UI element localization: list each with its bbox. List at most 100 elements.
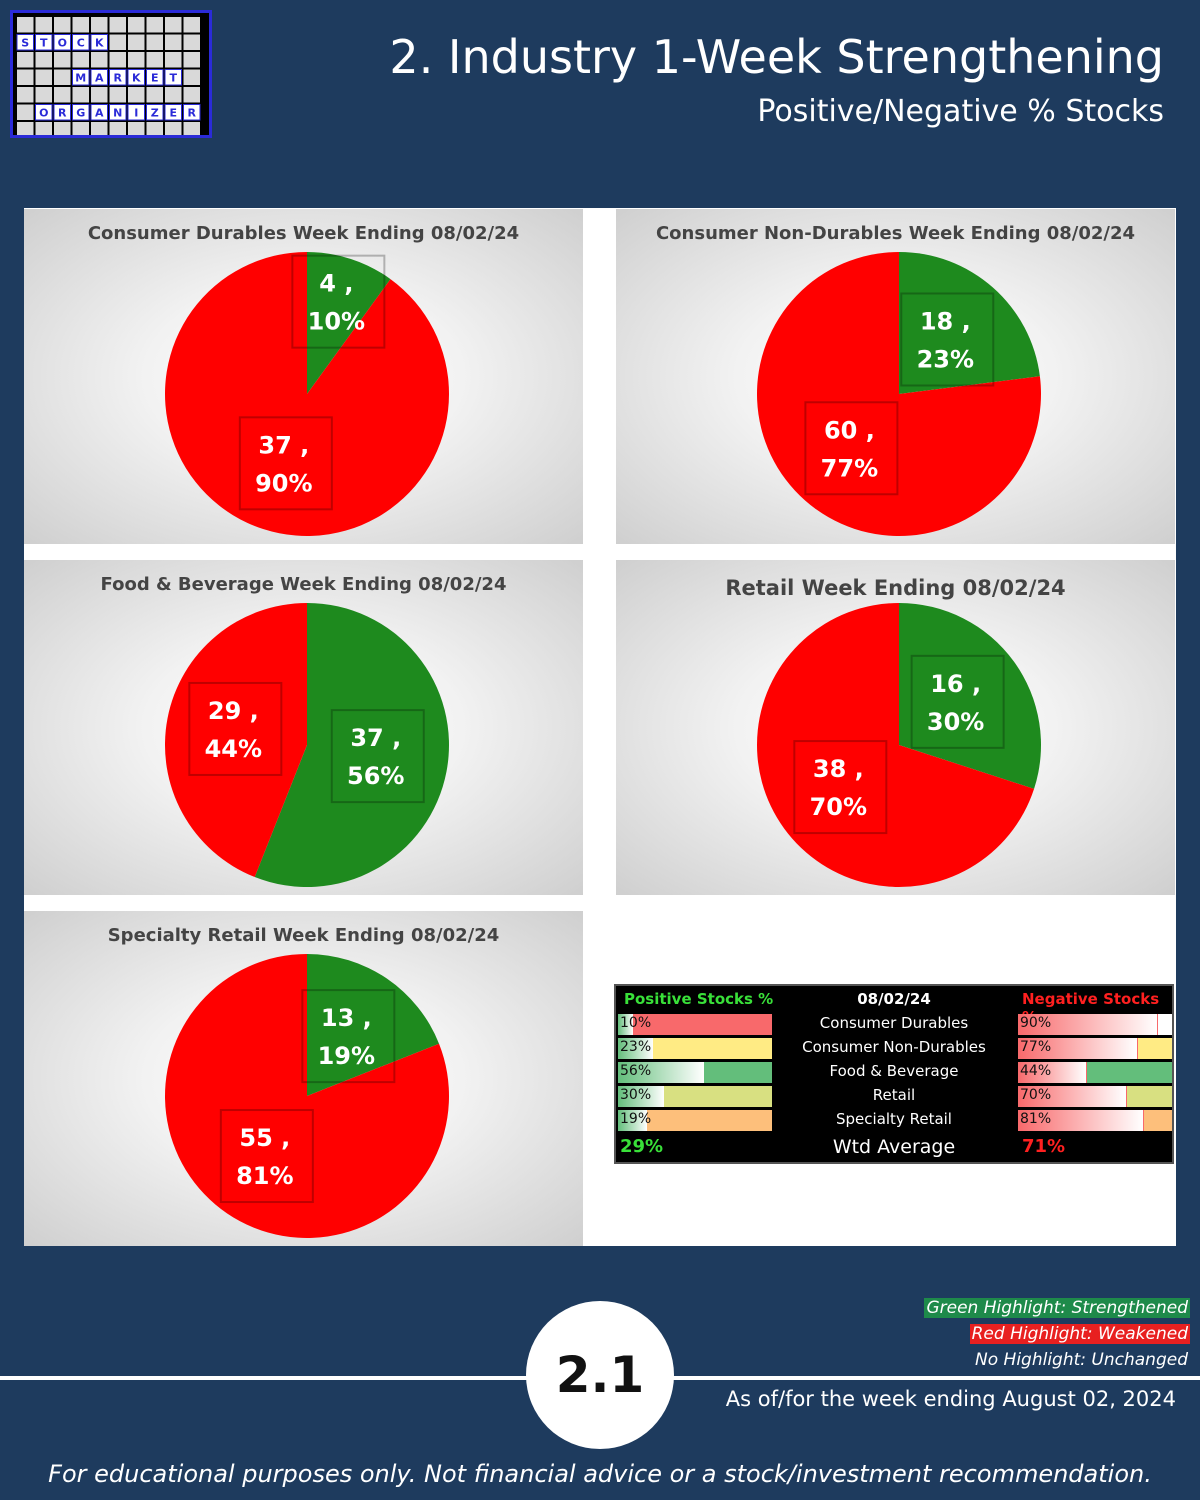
logo-cell: [109, 52, 126, 68]
pie-label-positive-count: 13 ,: [321, 1004, 372, 1032]
negative-value: 77%: [1020, 1039, 1052, 1055]
page-title: 2. Industry 1-Week Strengthening: [389, 30, 1164, 84]
chart-title: Consumer Durables Week Ending 08/02/24: [87, 223, 520, 244]
logo-cell: [35, 122, 52, 135]
negative-value: 70%: [1020, 1087, 1052, 1103]
logo-letter-cell: [127, 104, 145, 121]
logo-cell: [183, 122, 200, 135]
logo-letter: G: [76, 107, 85, 120]
table-row: 19% Specialty Retail 81%: [616, 1109, 1172, 1131]
logo-letter-cell: [90, 69, 108, 86]
logo-cell: [35, 87, 52, 103]
logo-letter-cell: [90, 104, 108, 121]
pie-label-positive-box: [910, 654, 1005, 749]
logo-cell: [109, 87, 126, 103]
logo-cell: [35, 69, 52, 85]
pie-slice-negative: [756, 603, 1035, 887]
logo-letter-cell: [72, 104, 90, 121]
positive-cell: [618, 1038, 772, 1059]
pie-label-negative-count: 29 ,: [208, 697, 259, 725]
logo-cell: [128, 87, 145, 103]
logo-letter: T: [169, 72, 177, 85]
pie-label-negative-count: 37 ,: [258, 431, 309, 459]
pie-slice-negative: [757, 252, 1041, 536]
weighted-average-row: 29% Wtd Average 71%: [616, 1136, 1172, 1162]
logo-letter-cell: [109, 69, 127, 86]
logo-cell: [128, 34, 145, 50]
pie-slice-positive: [899, 603, 1041, 789]
logo-letter: T: [40, 37, 48, 50]
chart-title: Retail Week Ending 08/02/24: [725, 576, 1066, 600]
logo-letter: A: [95, 107, 104, 120]
logo-cell: [91, 17, 108, 33]
logo-letter: R: [188, 107, 197, 120]
positive-bar: [618, 1014, 634, 1035]
table-row: 23% Consumer Non-Durables 77%: [616, 1037, 1172, 1059]
pie-chart-consumer-non-durables: Consumer Non-Durables Week Ending 08/02/…: [616, 209, 1175, 544]
pie-label-negative-pct: 77%: [821, 454, 878, 482]
chart-title: Consumer Non-Durables Week Ending 08/02/…: [655, 223, 1136, 244]
negative-bar: [1018, 1038, 1138, 1059]
negative-value: 44%: [1020, 1063, 1052, 1079]
pie-label-negative-box: [188, 681, 283, 776]
industry-name: Consumer Durables: [819, 1014, 969, 1032]
logo-letter: Z: [151, 107, 159, 120]
logo-cell: [17, 52, 34, 68]
logo-cell: [54, 122, 71, 135]
logo-cell: [72, 122, 89, 135]
positive-bar: [618, 1086, 665, 1107]
negative-value: 81%: [1020, 1111, 1052, 1127]
logo-cell: [165, 17, 182, 33]
pie-chart-retail: Retail Week Ending 08/02/24 16 , 30% 38 , 7…: [616, 560, 1175, 895]
logo-letter-cell: [90, 34, 108, 51]
negative-cell: [1018, 1014, 1172, 1035]
pie-chart-specialty-retail: Specialty Retail Week Ending 08/02/24 13…: [24, 911, 583, 1246]
logo-cell: [91, 122, 108, 135]
pie-slice-positive: [254, 603, 450, 887]
logo-letter: S: [21, 37, 29, 50]
pie-label-negative-pct: 70%: [810, 793, 867, 821]
negative-cell: [1018, 1038, 1172, 1059]
pie-label-positive-pct: 23%: [917, 345, 974, 373]
logo-cell: [183, 17, 200, 33]
logo-letter: A: [95, 72, 104, 85]
positive-bar: [618, 1110, 648, 1131]
logo-cell: [17, 17, 34, 33]
logo-letter: K: [95, 37, 104, 50]
pie-label-negative-box: [219, 1109, 314, 1204]
logo-cell: [146, 34, 163, 50]
pie-label-positive-pct: 56%: [347, 762, 404, 790]
logo-cell: [91, 52, 108, 68]
pie-slice-positive: [899, 252, 1040, 394]
logo-letter-cell: [16, 34, 34, 51]
logo-cell: [128, 17, 145, 33]
pie-label-negative-pct: 44%: [205, 735, 262, 763]
logo-letter-cell: [109, 104, 127, 121]
table-row: 30% Retail 70%: [616, 1085, 1172, 1107]
logo-cell: [17, 122, 34, 135]
logo-cell: [183, 52, 200, 68]
pie-label-positive-count: 16 ,: [930, 670, 981, 698]
logo-letter: R: [114, 72, 123, 85]
positive-value: 19%: [620, 1111, 652, 1127]
logo-cell: [183, 69, 200, 85]
legend-weakened: Red Highlight: Weakened: [969, 1324, 1190, 1344]
as-of-date: As of/for the week ending August 02, 202…: [725, 1387, 1176, 1411]
summary-table: Positive Stocks % 08/02/24 Negative Stoc…: [614, 984, 1174, 1164]
logo-cell: [146, 52, 163, 68]
page-number-badge: 2.1: [526, 1301, 674, 1449]
logo-cell: [165, 87, 182, 103]
pie-label-positive-count: 18 ,: [920, 307, 971, 335]
positive-value: 23%: [620, 1039, 652, 1055]
logo-letter-cell: [72, 34, 90, 51]
positive-cell: [618, 1086, 772, 1107]
pie-label-positive-box: [900, 292, 995, 387]
logo-cell: [146, 17, 163, 33]
negative-cell: [1018, 1086, 1172, 1107]
logo-letter: O: [58, 37, 67, 50]
avg-negative: 71%: [1022, 1136, 1066, 1157]
pie-label-positive-count: 37 ,: [350, 724, 401, 752]
logo-cell: [54, 17, 71, 33]
logo-cell: [72, 17, 89, 33]
positive-bar: [618, 1038, 654, 1059]
